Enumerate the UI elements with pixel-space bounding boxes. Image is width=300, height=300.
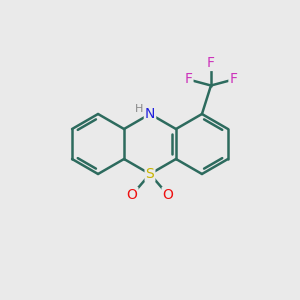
Text: O: O (127, 188, 137, 202)
Text: F: F (207, 56, 215, 70)
Text: S: S (146, 167, 154, 181)
Text: O: O (163, 188, 173, 202)
Text: N: N (145, 107, 155, 121)
Text: F: F (230, 73, 238, 86)
Text: F: F (184, 73, 193, 86)
Text: H: H (134, 103, 143, 114)
